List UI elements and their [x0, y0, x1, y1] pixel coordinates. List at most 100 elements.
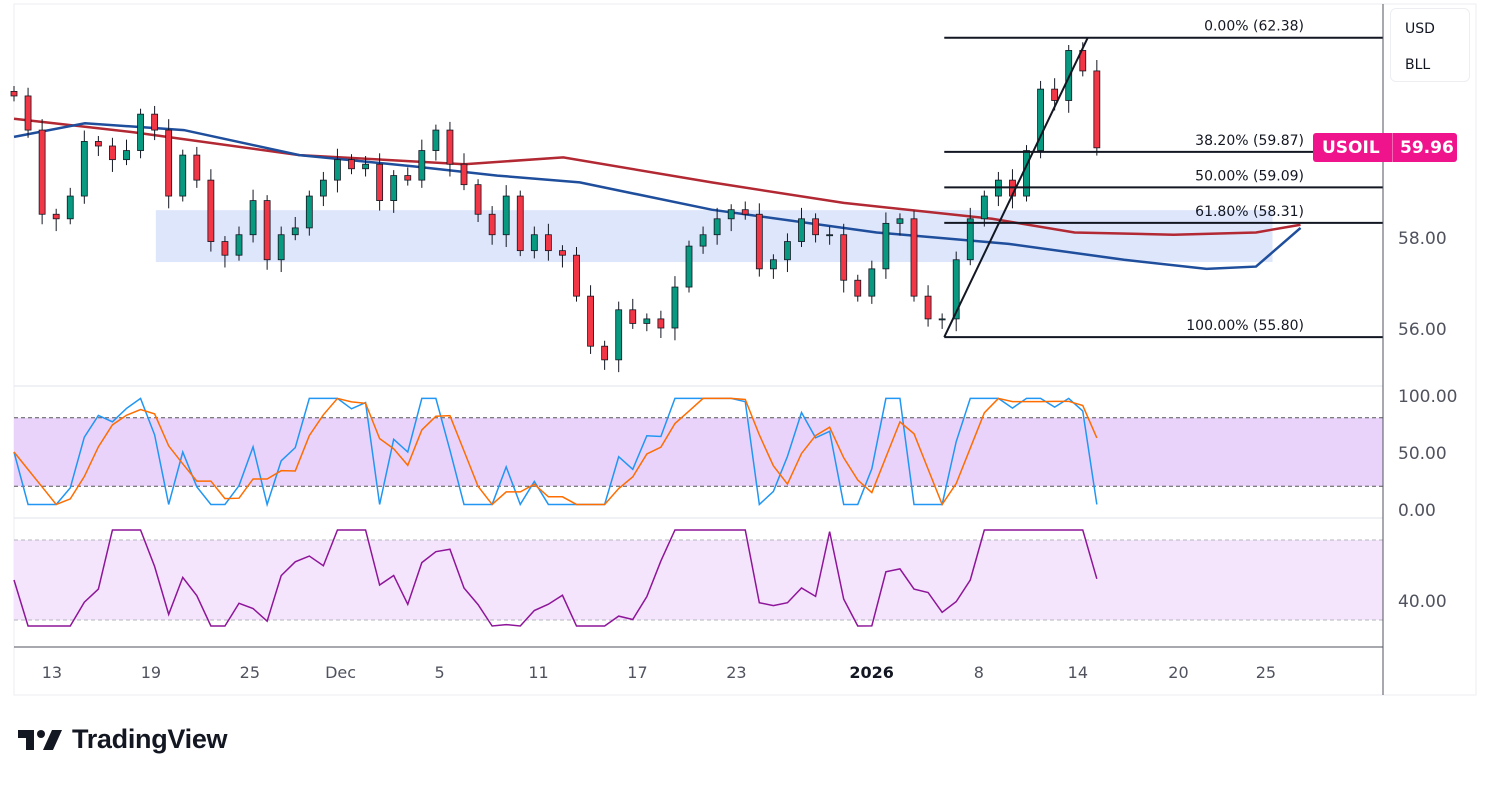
- candle-body: [348, 159, 355, 170]
- candle-body: [362, 163, 369, 170]
- candle-body: [319, 179, 327, 197]
- candle-body: [277, 234, 285, 261]
- time-axis-tick: 20: [1168, 663, 1188, 682]
- candle-body: [1051, 88, 1059, 101]
- time-axis-tick: 19: [141, 663, 161, 682]
- candle-body: [165, 129, 173, 197]
- candle-body: [460, 163, 468, 186]
- unit-label: BLL: [1405, 57, 1431, 73]
- fib-level-label: 38.20% (59.87): [1195, 133, 1304, 149]
- price-axis-tick: 58.00: [1398, 229, 1447, 249]
- candle-body: [657, 318, 665, 329]
- candle-body: [713, 218, 721, 236]
- support-zone: [155, 210, 1273, 263]
- candle-body: [882, 222, 890, 270]
- candle-body: [826, 234, 834, 237]
- candle-body: [10, 91, 18, 97]
- candle-body: [390, 175, 398, 201]
- candle-body: [376, 163, 384, 201]
- chart-border: [13, 3, 1477, 696]
- candle-body: [137, 113, 144, 151]
- candle-body: [601, 345, 609, 361]
- moving-average-line: [13, 121, 1302, 271]
- time-axis-tick: 13: [42, 663, 62, 682]
- candle-body: [94, 141, 102, 147]
- brand-name: TradingView: [72, 724, 228, 754]
- time-axis-tick: 25: [1256, 663, 1276, 682]
- stoch-axis-tick: 100.00: [1398, 387, 1457, 407]
- candle-body: [699, 234, 707, 247]
- candle-body: [80, 141, 88, 197]
- candle-body: [615, 309, 623, 361]
- candle-body: [235, 234, 243, 256]
- candle-body: [938, 318, 946, 321]
- candle-body: [755, 213, 763, 270]
- time-axis-tick: 2026: [849, 663, 894, 682]
- candle-body: [784, 241, 791, 261]
- candle-body: [179, 154, 187, 197]
- candle-body: [544, 234, 552, 252]
- candle-body: [769, 259, 777, 270]
- candle-body: [109, 145, 116, 161]
- stoch-k-line: [13, 397, 1098, 508]
- candle-body: [193, 154, 201, 181]
- rsi-band: [14, 540, 1383, 620]
- last-price-value: 59.96: [1400, 137, 1454, 158]
- candle-body: [910, 218, 918, 297]
- moving-average-line: [13, 117, 1301, 236]
- candle-body: [1037, 88, 1044, 151]
- tradingview-logo[interactable]: TradingView: [18, 724, 228, 755]
- symbol-label: USOIL: [1322, 137, 1380, 158]
- currency-legend: USD BLL: [1390, 8, 1470, 82]
- time-axis-tick: Dec: [325, 663, 356, 682]
- candle-body: [263, 200, 271, 261]
- candle-body: [516, 195, 524, 252]
- candle-body: [671, 286, 679, 329]
- candle-body: [502, 195, 510, 236]
- candle-body: [1093, 70, 1101, 149]
- candle-body: [966, 218, 974, 261]
- candle-body: [685, 245, 693, 288]
- candle-body: [924, 295, 932, 320]
- fib-level-label: 100.00% (55.80): [1186, 318, 1304, 334]
- candle-body: [38, 129, 46, 215]
- candle-body: [868, 268, 876, 297]
- time-axis-tick: 11: [528, 663, 548, 682]
- time-axis-tick: 5: [434, 663, 444, 682]
- candle-body: [530, 234, 538, 252]
- candle-body: [573, 254, 580, 297]
- time-axis-tick: 17: [627, 663, 647, 682]
- candle-body: [334, 159, 341, 181]
- candle-body: [404, 175, 412, 181]
- candle-body: [896, 218, 904, 224]
- candle-body: [123, 150, 130, 161]
- last-price-tag: USOIL 59.96: [1313, 133, 1457, 162]
- candle-body: [446, 129, 454, 165]
- rsi-line: [13, 529, 1098, 627]
- candle-body: [952, 259, 960, 320]
- candle-body: [1023, 150, 1030, 197]
- tradingview-logo-icon: [18, 729, 62, 750]
- price-axis-tick: 56.00: [1398, 320, 1447, 340]
- fib-level-label: 50.00% (59.09): [1195, 168, 1304, 184]
- candle-body: [488, 213, 496, 236]
- candle-body: [24, 95, 32, 131]
- stoch-axis-tick: 0.00: [1398, 501, 1436, 521]
- candle-body: [66, 195, 74, 220]
- trend-line: [943, 37, 1089, 338]
- currency-label: USD: [1405, 21, 1435, 37]
- candle-body: [587, 295, 594, 347]
- candle-body: [305, 195, 313, 229]
- candle-body: [207, 179, 215, 242]
- candle-body: [432, 129, 440, 151]
- stoch-band: [14, 417, 1383, 487]
- candle-body: [629, 309, 637, 324]
- candle-body: [1079, 50, 1087, 72]
- candle-body: [812, 218, 819, 236]
- candle-body: [798, 218, 805, 242]
- candle-body: [221, 241, 229, 256]
- candle-body: [52, 213, 60, 220]
- stoch-axis-tick: 50.00: [1398, 444, 1447, 464]
